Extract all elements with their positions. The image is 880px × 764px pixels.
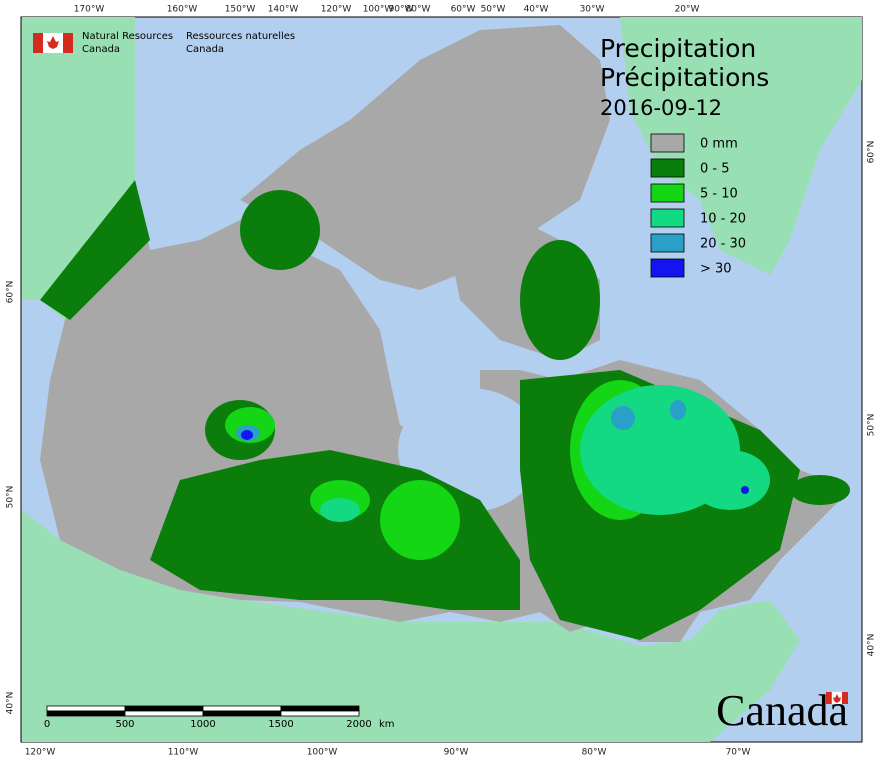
longitude-label: 140°W <box>268 5 299 15</box>
legend-label: 20 - 30 <box>700 237 746 252</box>
header-text: Canada <box>82 44 120 55</box>
latitude-label: 50°N <box>6 486 16 509</box>
longitude-label: 150°W <box>225 5 256 15</box>
scale-label: 0 <box>44 719 50 730</box>
legend-swatch <box>650 133 685 153</box>
scale-segment <box>46 705 126 712</box>
foreign-land <box>22 17 862 742</box>
latitude-label: 40°N <box>6 692 16 715</box>
legend: 0 mm 0 - 5 5 - 10 10 - 20 20 - 30 > 30 <box>650 133 746 278</box>
precip-over-30 <box>241 430 749 494</box>
scale-label: 500 <box>115 719 134 730</box>
legend-swatch <box>650 208 685 228</box>
legend-label: 0 - 5 <box>700 162 730 177</box>
longitude-label: 70°W <box>726 748 751 758</box>
legend-label: 5 - 10 <box>700 187 738 202</box>
scale-segment <box>124 710 204 717</box>
legend-swatch <box>650 233 685 253</box>
longitude-label: 110°W <box>168 748 199 758</box>
scale-unit: km <box>379 719 395 730</box>
nrcan-signature: Natural Resources Canada Ressources natu… <box>33 31 295 55</box>
latitude-label: 60°N <box>6 281 16 304</box>
scale-segment <box>46 710 126 717</box>
longitude-label: 120°W <box>25 748 56 758</box>
header-text: Natural Resources <box>82 31 173 42</box>
date: 2016-09-12 <box>600 96 722 120</box>
canada-wordmark: Canada <box>716 686 848 735</box>
title: Précipitations <box>600 63 769 92</box>
longitude-label: 80°W <box>406 5 431 15</box>
title: Precipitation <box>600 34 756 63</box>
scale-segment <box>202 710 282 717</box>
graticule-labels: 170°W 160°W 150°W 140°W 120°W 100°W90°W80°W 60… <box>6 5 877 758</box>
longitude-label: 170°W <box>74 5 105 15</box>
latitude-label: 40°N <box>867 634 877 657</box>
scale-label: 1500 <box>268 719 293 730</box>
legend-swatch <box>650 158 685 178</box>
wordmark: Canada <box>716 686 848 735</box>
longitude-label: 30°W <box>580 5 605 15</box>
longitude-label: 80°W <box>582 748 607 758</box>
longitude-label: 40°W <box>524 5 549 15</box>
scale-segment <box>280 705 360 712</box>
scale-bar: 0 500 1000 1500 2000 km <box>44 705 395 730</box>
scale-segment <box>280 710 360 717</box>
longitude-label: 50°W <box>481 5 506 15</box>
legend-swatch <box>650 258 685 278</box>
longitude-label: 120°W <box>321 5 352 15</box>
legend-swatch <box>650 183 685 203</box>
longitude-label: 90°W <box>444 748 469 758</box>
legend-label: > 30 <box>700 262 732 277</box>
scale-segment <box>124 705 204 712</box>
scale-segment <box>202 705 282 712</box>
longitude-label: 100°W <box>307 748 338 758</box>
header-text: Canada <box>186 44 224 55</box>
latitude-label: 50°N <box>867 414 877 437</box>
longitude-label: 90°W <box>389 5 414 15</box>
longitude-label: 20°W <box>675 5 700 15</box>
header-text: Ressources naturelles <box>186 31 295 42</box>
longitude-label: 100°W <box>363 5 394 15</box>
longitude-label: 160°W <box>167 5 198 15</box>
latitude-label: 60°N <box>867 141 877 164</box>
legend-label: 0 mm <box>700 137 738 152</box>
scale-label: 1000 <box>190 719 215 730</box>
legend-label: 10 - 20 <box>700 212 746 227</box>
scale-label: 2000 <box>346 719 371 730</box>
longitude-label: 60°W <box>451 5 476 15</box>
